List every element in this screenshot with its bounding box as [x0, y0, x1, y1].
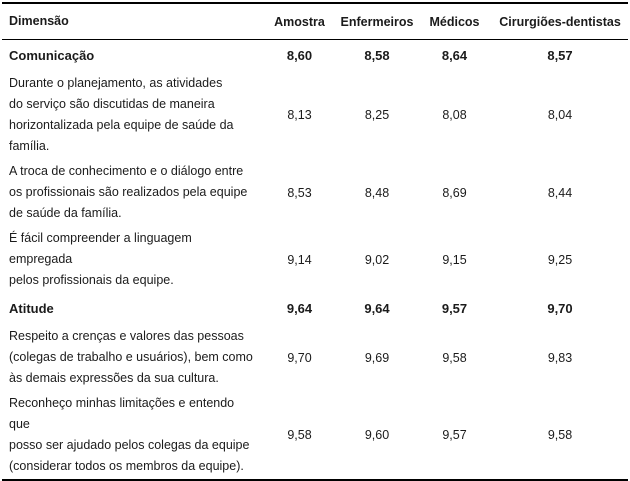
table-row-linguagem: É fácil compreender a linguagem empregad… [2, 226, 628, 293]
value-cell: 8,13 [287, 108, 312, 122]
value-cell: 9,64 [286, 301, 313, 316]
table-header-row: Dimensão Amostra Enfermeiros Médicos Cir… [2, 4, 628, 40]
table-row-limitacoes: Reconheço minhas limitações e entendo qu… [2, 391, 628, 479]
row-label: Durante o planejamento, as atividades do… [9, 76, 234, 153]
value-cell: 8,69 [442, 185, 467, 200]
value-cell: 9,15 [442, 252, 467, 267]
value-cell: 9,02 [364, 252, 390, 267]
column-header-doctors: Médicos [429, 14, 480, 29]
value-cell: 8,60 [286, 48, 313, 63]
value-cell: 8,48 [364, 185, 390, 200]
value-cell: 8,08 [442, 108, 467, 122]
row-label: Atitude [9, 301, 54, 316]
value-cell: 8,53 [287, 185, 312, 200]
value-cell: 8,04 [547, 108, 573, 122]
table-row-respeito: Respeito a crenças e valores das pessoas… [2, 324, 628, 391]
value-cell: 9,58 [287, 428, 312, 442]
value-cell: 8,64 [441, 48, 468, 63]
value-cell: 9,83 [547, 350, 573, 365]
row-label: Comunicação [9, 48, 95, 63]
value-cell: 8,58 [364, 48, 390, 63]
column-header-sample: Amostra [274, 14, 325, 29]
value-cell: 9,64 [364, 301, 390, 316]
value-cell: 9,57 [442, 428, 467, 442]
row-label: Respeito a crenças e valores das pessoas… [9, 329, 253, 385]
value-cell: 9,70 [547, 301, 573, 316]
value-cell: 9,60 [364, 428, 390, 442]
table-row-planejamento: Durante o planejamento, as atividades do… [2, 71, 628, 159]
value-cell: 9,69 [364, 350, 390, 365]
value-cell: 9,70 [287, 350, 312, 365]
value-cell: 8,44 [547, 185, 573, 200]
table-row-troca-conhecimento: A troca de conhecimento e o diálogo entr… [2, 159, 628, 226]
row-label: Reconheço minhas limitações e entendo qu… [9, 396, 250, 473]
row-label: É fácil compreender a linguagem empregad… [9, 231, 192, 287]
column-header-dimension: Dimensão [9, 14, 69, 28]
value-cell: 9,14 [287, 252, 312, 267]
value-cell: 9,58 [442, 350, 467, 365]
value-cell: 8,25 [364, 108, 390, 122]
column-header-nurses: Enfermeiros [340, 14, 414, 29]
value-cell: 9,25 [547, 252, 573, 267]
value-cell: 9,57 [441, 301, 468, 316]
value-cell: 9,58 [547, 428, 573, 442]
value-cell: 8,57 [547, 48, 573, 63]
table-row-comunicacao: Comunicação 8,60 8,58 8,64 8,57 [2, 40, 628, 71]
column-header-dentists: Cirurgiões-dentistas [499, 14, 621, 29]
table-row-atitude: Atitude 9,64 9,64 9,57 9,70 [2, 293, 628, 324]
row-label: A troca de conhecimento e o diálogo entr… [9, 164, 248, 220]
